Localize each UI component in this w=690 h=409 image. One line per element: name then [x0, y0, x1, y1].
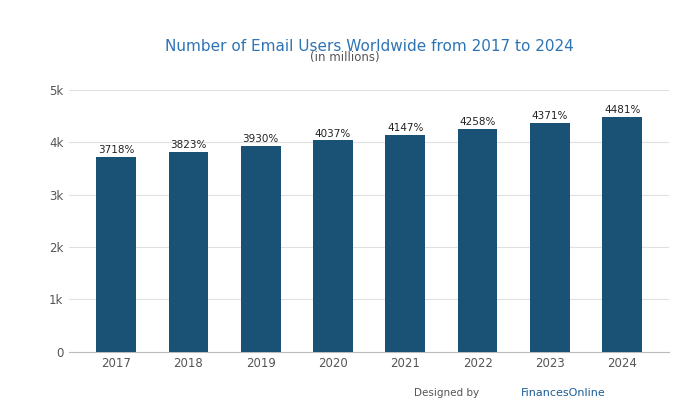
Bar: [97, 157, 136, 352]
Bar: [602, 117, 642, 352]
Bar: [457, 129, 497, 352]
Bar: [530, 123, 570, 352]
Text: 3930%: 3930%: [243, 134, 279, 144]
Text: 4481%: 4481%: [604, 106, 640, 115]
Title: Number of Email Users Worldwide from 2017 to 2024: Number of Email Users Worldwide from 201…: [165, 39, 573, 54]
Text: Designed by: Designed by: [414, 388, 479, 398]
Text: 3823%: 3823%: [170, 140, 206, 150]
Text: 3718%: 3718%: [98, 145, 135, 155]
Bar: [386, 135, 425, 352]
Text: 4037%: 4037%: [315, 128, 351, 139]
Bar: [168, 152, 208, 352]
Text: 4258%: 4258%: [460, 117, 495, 127]
Text: (in millions): (in millions): [310, 51, 380, 64]
Text: FinancesOnline: FinancesOnline: [521, 388, 606, 398]
Text: 4147%: 4147%: [387, 123, 424, 133]
Bar: [313, 140, 353, 352]
Text: 4371%: 4371%: [532, 111, 568, 121]
Bar: [241, 146, 281, 352]
